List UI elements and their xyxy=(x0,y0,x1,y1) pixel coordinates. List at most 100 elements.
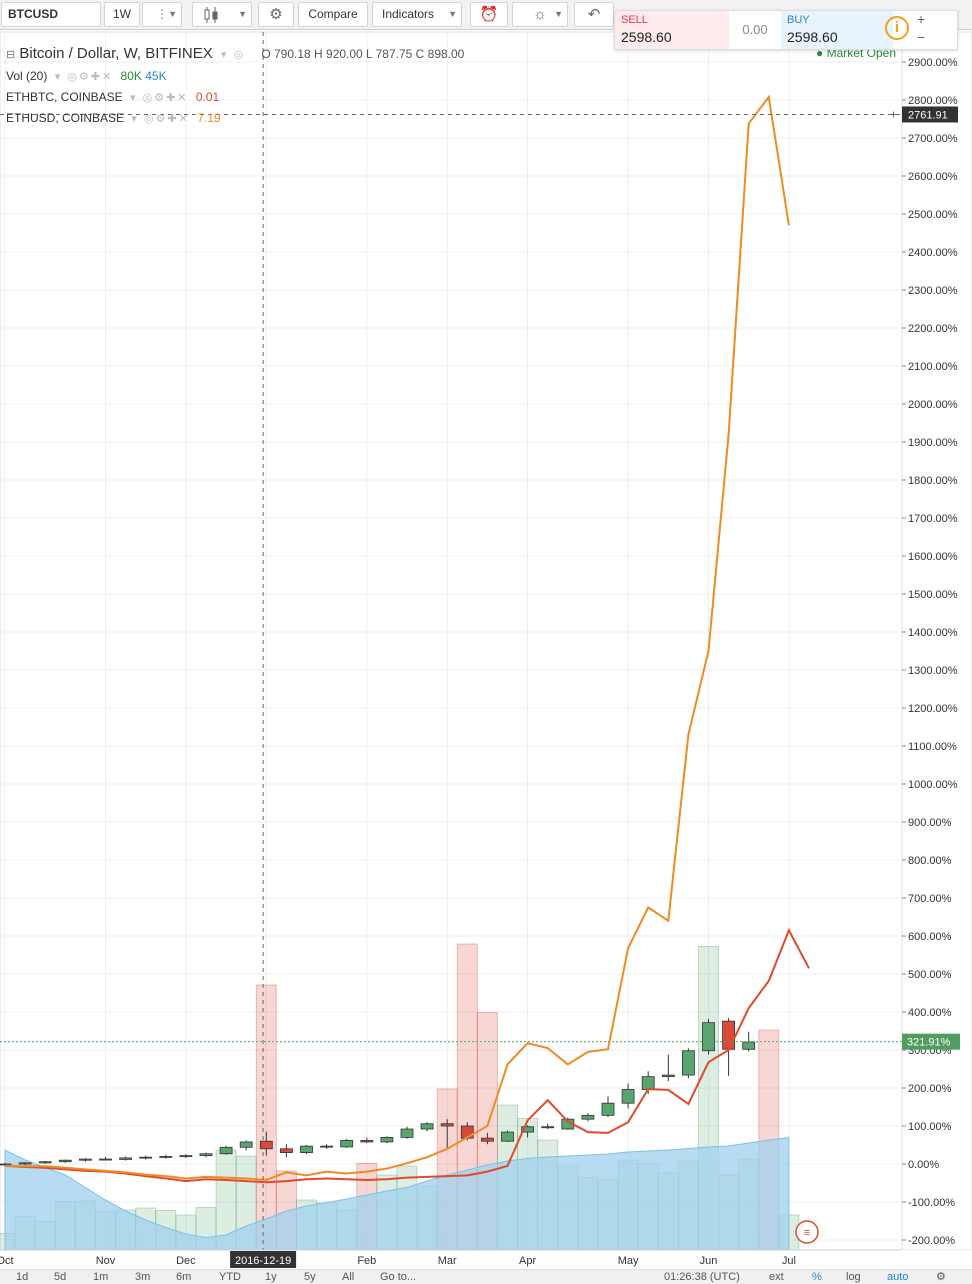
y-tick-label: 2100.00% xyxy=(908,361,958,373)
candle-body xyxy=(320,1145,334,1148)
ethbtc-label[interactable]: ETHBTC, COINBASE xyxy=(6,90,123,104)
minus-button[interactable]: − xyxy=(917,29,926,45)
candle-body xyxy=(199,1153,213,1157)
y-tick-label: 1300.00% xyxy=(908,665,958,677)
buy-button[interactable]: BUY 2598.60 xyxy=(781,11,893,49)
goto-button[interactable]: Go to... xyxy=(380,1271,417,1283)
undo-button[interactable]: ↶ xyxy=(574,2,614,27)
trade-panel: SELL 2598.60 0.00 BUY 2598.60 i + − xyxy=(614,10,958,50)
info-icon[interactable]: i xyxy=(885,16,909,40)
y-tick-label: 2000.00% xyxy=(908,399,958,411)
candle-body xyxy=(340,1140,354,1148)
candle-body xyxy=(661,1074,675,1077)
volume-label[interactable]: Vol (20) xyxy=(6,69,48,83)
y-tick-label: 400.00% xyxy=(908,1007,952,1019)
symbol-search-input[interactable]: BTCUSD xyxy=(1,2,101,27)
indicators-button[interactable]: Indicators ▼ xyxy=(372,2,462,27)
y-tick-label: 700.00% xyxy=(908,893,952,905)
theme-button[interactable]: ☼ ▼ xyxy=(512,2,568,27)
y-tick-label: 0.00% xyxy=(908,1159,939,1171)
crosshair-value-box xyxy=(902,106,958,123)
y-tick-label: 600.00% xyxy=(908,931,952,943)
candle-body xyxy=(159,1156,173,1158)
range-1y-button[interactable]: 1y xyxy=(265,1271,277,1283)
percent-scale-toggle[interactable]: % xyxy=(812,1271,822,1283)
gear-icon[interactable]: ⚙ xyxy=(936,1271,946,1283)
ethusd-label[interactable]: ETHUSD, COINBASE xyxy=(6,111,125,125)
alert-button[interactable]: ⏰ xyxy=(470,2,508,27)
interval-dropdown-button[interactable]: ⋮ ▼ xyxy=(142,2,182,27)
main-series-title[interactable]: Bitcoin / Dollar, W, BITFINEX xyxy=(19,45,213,62)
log-scale-toggle[interactable]: log xyxy=(846,1271,861,1283)
y-tick-label: 1400.00% xyxy=(908,627,958,639)
candle-body xyxy=(79,1158,92,1161)
range-6m-button[interactable]: 6m xyxy=(176,1271,192,1283)
candle-body xyxy=(621,1089,635,1104)
lightbulb-icon: ☼ xyxy=(533,6,547,23)
candles xyxy=(0,1018,756,1166)
range-1d-button[interactable]: 1d xyxy=(16,1271,29,1283)
candle-body xyxy=(440,1123,454,1127)
range-5d-button[interactable]: 5d xyxy=(54,1271,67,1283)
range-3m-button[interactable]: 3m xyxy=(135,1271,151,1283)
ethbtc-legend: ETHBTC, COINBASE ▾ ◎⚙✚✕ 0.01 xyxy=(6,90,219,104)
price-axis: -200.00%-100.00%0.00%100.00%200.00%300.0… xyxy=(890,31,972,1251)
y-tick-label: 900.00% xyxy=(908,817,952,829)
candle-body xyxy=(742,1041,756,1050)
candle-body xyxy=(360,1140,374,1143)
x-tick-label: Apr xyxy=(519,1255,536,1267)
x-tick-label: Mar xyxy=(438,1255,457,1267)
volume-legend: Vol (20) ▾ ◎⚙✚✕ 80K 45K xyxy=(6,69,167,83)
plus-icon: + xyxy=(890,107,897,121)
collapse-icon[interactable]: ⊟ xyxy=(6,49,16,61)
legend-buttons-icon[interactable]: ▾ ◎⚙✚✕ xyxy=(130,92,189,104)
sell-button[interactable]: SELL 2598.60 xyxy=(615,11,729,49)
x-tick-label: Jul xyxy=(782,1255,796,1267)
crosshair xyxy=(0,32,902,1250)
y-tick-label: 100.00% xyxy=(908,1121,952,1133)
interval-button[interactable]: 1W xyxy=(104,2,140,27)
chevron-down-icon: ▼ xyxy=(448,9,457,19)
indicators-label: Indicators xyxy=(382,7,435,21)
undo-icon: ↶ xyxy=(587,6,601,23)
x-tick-label: Oct xyxy=(0,1255,14,1267)
range-ytd-button[interactable]: YTD xyxy=(219,1271,241,1283)
y-tick-label: 1600.00% xyxy=(908,551,958,563)
range-5y-button[interactable]: 5y xyxy=(304,1271,316,1283)
candle-body xyxy=(38,1161,52,1164)
candle-body xyxy=(139,1156,153,1159)
y-tick-label: 1100.00% xyxy=(908,741,957,753)
legend-buttons-icon[interactable]: ▾ ◎⚙✚✕ xyxy=(131,113,190,125)
ext-toggle[interactable]: ext xyxy=(769,1271,784,1283)
candle-body xyxy=(300,1145,313,1154)
crosshair-date-label: 2016-12-19 xyxy=(235,1255,291,1267)
auto-scale-toggle[interactable]: auto xyxy=(887,1271,909,1283)
chart-style-button[interactable]: ▼ xyxy=(192,2,252,27)
y-tick-label: 1500.00% xyxy=(908,589,958,601)
candle-body xyxy=(722,1020,735,1050)
x-tick-label: Dec xyxy=(176,1255,196,1267)
settings-button[interactable]: ⚙ xyxy=(258,2,294,27)
candle-body xyxy=(501,1131,514,1142)
more-dots-icon: ⋮ xyxy=(156,7,168,21)
legend-buttons-icon[interactable]: ▾ ◎⚙✚✕ xyxy=(54,71,114,83)
candle-body xyxy=(99,1158,112,1161)
plus-button[interactable]: + xyxy=(917,11,926,27)
y-tick-label: 2700.00% xyxy=(908,133,958,145)
ethusd-legend: ETHUSD, COINBASE ▾ ◎⚙✚✕ 7.19 xyxy=(6,111,221,125)
compare-button[interactable]: Compare xyxy=(298,2,368,27)
y-tick-label: 2900.00% xyxy=(908,57,958,69)
ethusd-value: 7.19 xyxy=(197,111,221,125)
candle-body xyxy=(179,1155,193,1158)
y-tick-label: 200.00% xyxy=(908,1083,952,1095)
range-1m-button[interactable]: 1m xyxy=(93,1271,109,1283)
gear-icon: ⚙ xyxy=(269,6,283,23)
candlestick-icon xyxy=(204,7,218,23)
buy-price: 2598.60 xyxy=(787,29,838,45)
legend-buttons-icon[interactable]: ▾ ◎ xyxy=(220,49,246,61)
x-tick-label: Feb xyxy=(357,1255,376,1267)
time-axis-background xyxy=(0,1250,972,1269)
chevron-down-icon: ▼ xyxy=(168,9,177,19)
range-all-button[interactable]: All xyxy=(342,1271,355,1283)
